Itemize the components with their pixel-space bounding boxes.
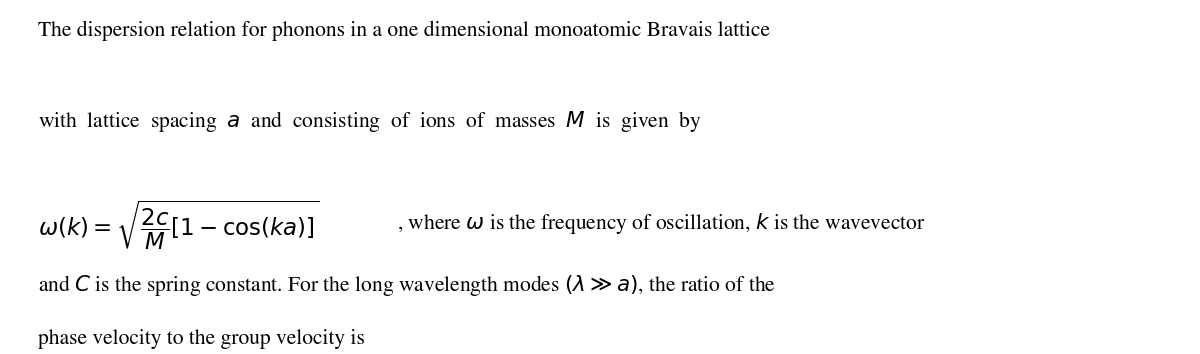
Text: with  lattice  spacing  $a$  and  consisting  of  ions  of  masses  $M$  is  giv: with lattice spacing $a$ and consisting … <box>37 109 701 134</box>
Text: , where $\omega$ is the frequency of oscillation, $k$ is the wavevector: , where $\omega$ is the frequency of osc… <box>397 211 926 236</box>
Text: $\omega(k) = \sqrt{\dfrac{2c}{M}\left[1-\cos(ka)\right]}$: $\omega(k) = \sqrt{\dfrac{2c}{M}\left[1-… <box>37 198 319 252</box>
Text: phase velocity to the group velocity is: phase velocity to the group velocity is <box>37 329 365 349</box>
Text: The dispersion relation for phonons in a one dimensional monoatomic Bravais latt: The dispersion relation for phonons in a… <box>37 21 769 41</box>
Text: and $C$ is the spring constant. For the long wavelength modes $(\lambda \gg a)$,: and $C$ is the spring constant. For the … <box>37 273 775 298</box>
